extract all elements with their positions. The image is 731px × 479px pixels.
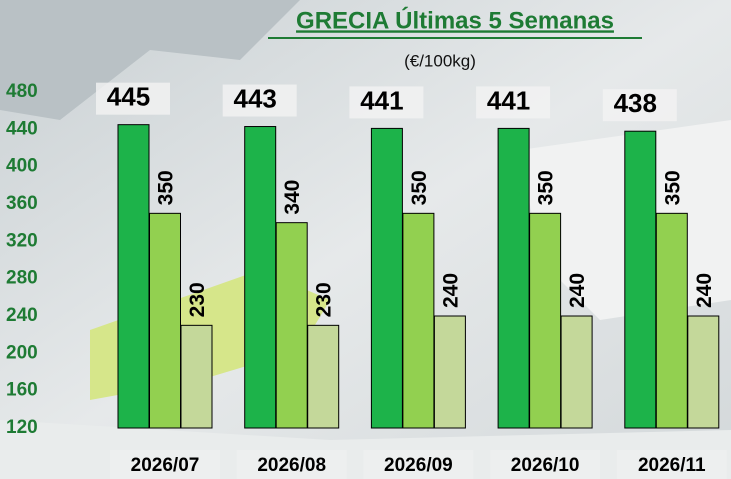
label-bg bbox=[349, 86, 424, 119]
bar bbox=[687, 315, 720, 429]
x-label-bg bbox=[490, 450, 601, 479]
x-label-bg bbox=[363, 450, 474, 479]
bar bbox=[307, 324, 340, 429]
y-tick-label: 400 bbox=[6, 156, 38, 177]
x-tick-label: 2026/11 bbox=[638, 455, 706, 476]
value-label: 350 bbox=[535, 170, 558, 205]
value-label: 443 bbox=[234, 83, 277, 113]
bar bbox=[497, 127, 530, 429]
y-tick-label: 360 bbox=[6, 193, 38, 214]
bar bbox=[655, 212, 688, 429]
x-tick-label: 2026/09 bbox=[384, 455, 453, 476]
value-label: 445 bbox=[107, 82, 150, 112]
value-label: 441 bbox=[360, 85, 403, 115]
value-label: 230 bbox=[186, 282, 209, 317]
y-tick-label: 320 bbox=[6, 230, 38, 251]
value-label: 350 bbox=[155, 170, 178, 205]
bar bbox=[402, 212, 435, 429]
bar bbox=[149, 212, 181, 429]
bar bbox=[117, 124, 150, 429]
bar bbox=[244, 126, 277, 429]
value-label: 230 bbox=[313, 282, 336, 317]
value-label: 240 bbox=[439, 273, 462, 308]
x-tick-label: 2026/08 bbox=[257, 455, 326, 476]
value-label: 350 bbox=[661, 170, 684, 205]
value-label: 441 bbox=[487, 85, 530, 115]
bar bbox=[275, 222, 308, 429]
x-label-bg bbox=[236, 450, 347, 479]
chart-subtitle: (€/100kg) bbox=[404, 51, 476, 70]
y-tick-label: 480 bbox=[6, 81, 38, 102]
value-label: 350 bbox=[408, 170, 431, 205]
y-tick-label: 200 bbox=[6, 342, 38, 363]
label-bg bbox=[602, 89, 677, 122]
value-label: 240 bbox=[693, 273, 716, 308]
y-tick-label: 120 bbox=[6, 417, 38, 438]
value-label: 340 bbox=[281, 180, 304, 215]
x-label-bg bbox=[616, 450, 727, 479]
value-label: 240 bbox=[566, 273, 589, 308]
bar bbox=[180, 324, 213, 429]
label-bg bbox=[222, 84, 297, 117]
x-tick-label: 2026/07 bbox=[131, 455, 200, 476]
y-tick-label: 160 bbox=[6, 380, 38, 401]
x-tick-label: 2026/10 bbox=[511, 455, 580, 476]
bar bbox=[370, 127, 403, 429]
value-label: 438 bbox=[614, 88, 657, 118]
bar bbox=[529, 212, 562, 429]
map-shape bbox=[0, 0, 300, 120]
label-bg bbox=[476, 86, 551, 119]
y-tick-label: 280 bbox=[6, 268, 38, 289]
y-tick-label: 240 bbox=[6, 305, 38, 326]
y-tick-label: 440 bbox=[6, 118, 38, 139]
x-label-bg bbox=[110, 450, 220, 479]
bar bbox=[624, 130, 657, 429]
bar bbox=[433, 315, 466, 429]
bar bbox=[560, 315, 593, 429]
label-bg bbox=[96, 82, 170, 115]
chart-title: GRECIA Últimas 5 Semanas bbox=[296, 6, 614, 34]
